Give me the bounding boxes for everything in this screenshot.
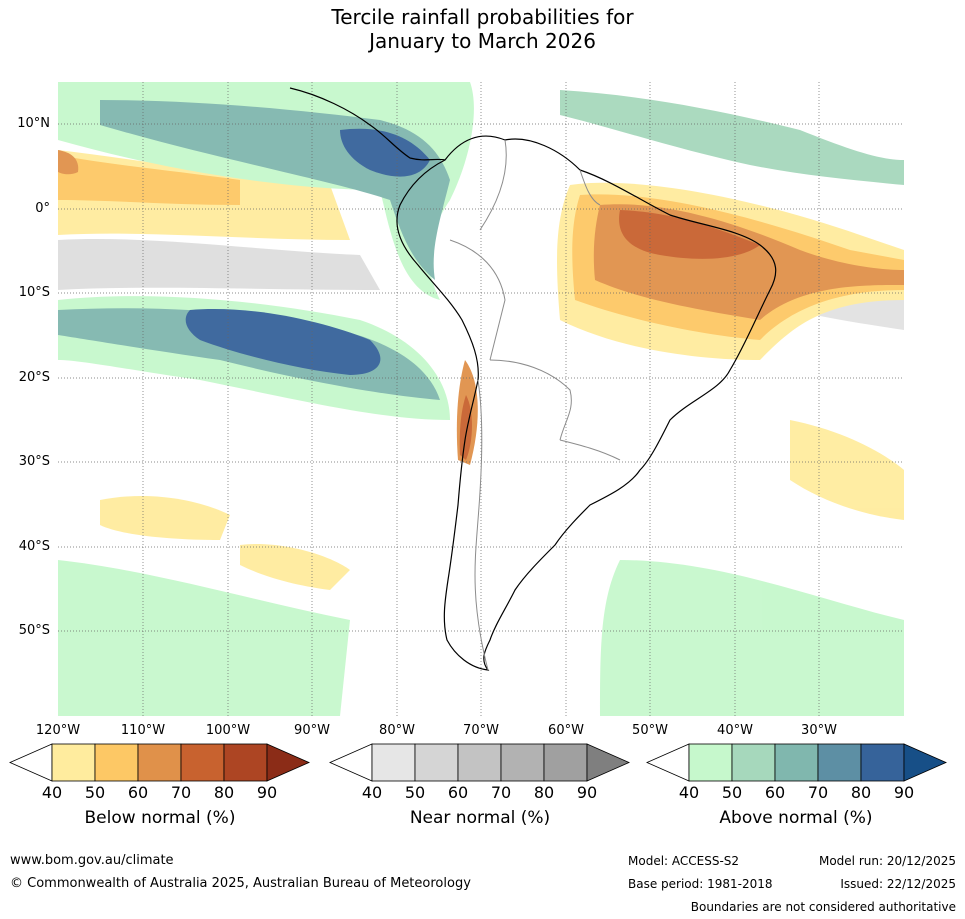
below-normal-pacific-west <box>58 150 79 175</box>
near-colorbar-tick-label: 50 <box>404 783 426 802</box>
near-colorbar-tick-label: 40 <box>361 783 383 802</box>
lon-label-30w: 30°W <box>801 723 837 738</box>
lat-label-eq: 0° <box>35 201 50 216</box>
footer-model-run: Model run: 20/12/2025 <box>818 854 956 868</box>
lat-label-30s: 30°S <box>18 454 50 469</box>
above-normal-south <box>58 560 350 716</box>
footer-url: www.bom.gov.au/climate <box>10 853 174 868</box>
below-colorbar-tick-label: 80 <box>213 783 235 802</box>
above-colorbar-tick-label: 90 <box>893 783 915 802</box>
colorbar-near-label: Near normal (%) <box>409 808 551 828</box>
border-bolivia <box>489 359 572 441</box>
below-colorbar-tick-label: 90 <box>256 783 278 802</box>
below-colorbar-tick-label: 60 <box>127 783 149 802</box>
below-normal-eq-pacific-core <box>58 155 240 205</box>
lon-label-40w: 40°W <box>717 723 753 738</box>
below-colorbar-tick-label: 50 <box>84 783 106 802</box>
footer-issued: Issued: 22/12/2025 <box>840 877 956 891</box>
near-colorbar-tick-label: 90 <box>576 783 598 802</box>
above-colorbar-tick-label: 50 <box>721 783 743 802</box>
lat-label-40s: 40°S <box>18 539 50 554</box>
footer-base-period: Base period: 1981-2018 <box>628 877 773 891</box>
above-colorbar-tick-label: 80 <box>850 783 872 802</box>
lon-label-60w: 60°W <box>548 723 584 738</box>
lat-label-10n: 10°N <box>17 116 50 131</box>
footer-model: Model: ACCESS-S2 <box>628 854 740 868</box>
below-colorbar-tick-label: 70 <box>170 783 192 802</box>
below-colorbar-tick-label: 40 <box>41 783 63 802</box>
lat-label-50s: 50°S <box>18 623 50 638</box>
lat-label-20s: 20°S <box>18 370 50 385</box>
lon-label-100w: 100°W <box>205 723 251 738</box>
below-normal-sp <box>100 495 230 540</box>
above-normal-caribbean <box>560 90 904 185</box>
gridlines <box>58 82 904 716</box>
near-colorbar-tick-label: 80 <box>533 783 555 802</box>
above-colorbar-tick-label: 60 <box>764 783 786 802</box>
border-venezuela-guyana <box>579 169 601 206</box>
lon-label-120w: 120°W <box>35 723 81 738</box>
lon-label-70w: 70°W <box>463 723 499 738</box>
above-normal-central-america-core <box>340 128 430 177</box>
lon-label-50w: 50°W <box>632 723 668 738</box>
border-colombia-venezuela <box>479 139 507 231</box>
footer-copyright: © Commonwealth of Australia 2025, Austra… <box>10 876 471 891</box>
colorbar-above-label: Above normal (%) <box>719 808 873 828</box>
country-borders <box>449 139 621 671</box>
lon-label-90w: 90°W <box>294 723 330 738</box>
lon-label-110w: 110°W <box>120 723 166 738</box>
lon-label-80w: 80°W <box>379 723 415 738</box>
border-argentina-chile <box>474 379 489 671</box>
south-america-coastline <box>396 135 777 671</box>
below-normal-chile-core <box>459 395 472 460</box>
near-colorbar-tick-label: 60 <box>447 783 469 802</box>
near-colorbar-tick-label: 70 <box>490 783 512 802</box>
map-frame <box>58 82 904 716</box>
above-colorbar-tick-label: 70 <box>807 783 829 802</box>
map-title-line-1: Tercile rainfall probabilities for <box>331 5 634 29</box>
below-normal-brazil-core <box>619 210 760 259</box>
below-normal-south-atl <box>790 420 904 520</box>
below-normal-sp2 <box>240 544 350 590</box>
colorbar-below-label: Below normal (%) <box>84 808 236 828</box>
lat-label-10s: 10°S <box>18 285 50 300</box>
probability-shading <box>58 82 904 716</box>
map-title-line-2: January to March 2026 <box>369 29 596 53</box>
above-normal-se-pacific-core <box>185 309 381 375</box>
footer-disclaimer: Boundaries are not considered authoritat… <box>690 900 956 914</box>
border-argentina-brazil <box>559 439 621 461</box>
above-colorbar-tick-label: 40 <box>678 783 700 802</box>
central-america-coastline <box>289 87 446 161</box>
above-normal-south-atl <box>600 560 904 716</box>
near-normal-band-equatorial <box>58 238 380 290</box>
border-peru-brazil <box>449 239 506 361</box>
